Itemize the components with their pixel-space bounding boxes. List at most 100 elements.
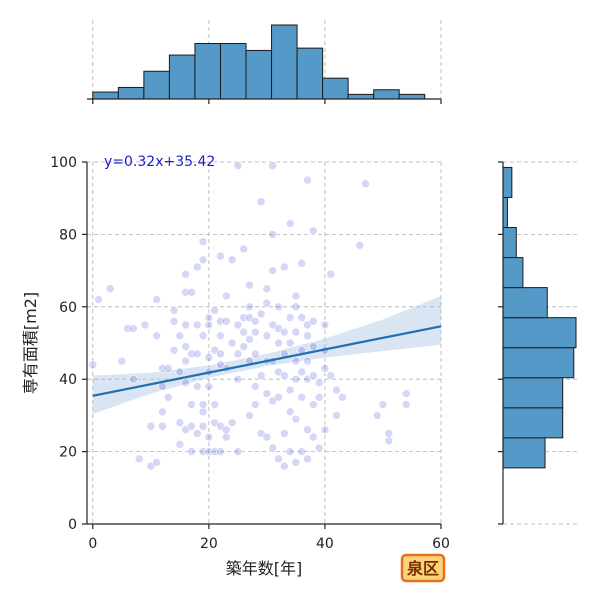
scatter-point [297, 259, 307, 268]
axes-layer: 0 20 40 60 0 20 40 60 80 100 [50, 98, 504, 552]
scatter-point [216, 251, 225, 261]
badge-box [400, 553, 446, 583]
top-hist-bar [398, 93, 426, 100]
scatter-point [204, 382, 214, 391]
scatter-point [280, 262, 289, 272]
y-tick-label: 0 [68, 517, 77, 533]
scatter-point [384, 436, 394, 446]
scatter-point [268, 266, 278, 275]
scatter-point [175, 367, 185, 377]
scatter-point [326, 371, 336, 380]
scatter-point [309, 400, 318, 409]
scatter-point [256, 309, 266, 319]
scatter-point [309, 432, 318, 442]
scatter-point [134, 454, 144, 464]
top-hist-bar [322, 77, 349, 100]
scatter-point [268, 161, 278, 170]
scatter-point [175, 331, 185, 341]
scatter-point [210, 306, 219, 315]
scatter-point [332, 411, 341, 420]
scatter-point [303, 175, 312, 185]
scatter-point [198, 407, 208, 417]
top-hist-bar [117, 86, 145, 100]
scatter-point [187, 447, 196, 456]
scatter-point [262, 298, 272, 308]
scatter-point [192, 382, 202, 391]
scatter-point [216, 447, 225, 456]
top-hist-bar [373, 89, 400, 100]
regression-layer [92, 325, 442, 397]
scatter-point [192, 349, 202, 359]
scatter-point [274, 454, 283, 464]
scatter-point [198, 331, 208, 341]
right-hist-bar [502, 347, 575, 379]
scatter-point [129, 374, 138, 384]
scatter-point [192, 429, 202, 438]
scatter-point [326, 269, 336, 279]
scatter-point [262, 432, 272, 442]
scatter-point [216, 349, 225, 359]
top-hist-bar [219, 43, 247, 100]
scatter-point [314, 443, 324, 453]
scatter-point [204, 320, 214, 330]
scatter-point [320, 425, 330, 435]
scatter-point [309, 342, 318, 351]
scatter-point [250, 349, 260, 359]
scatter-point [268, 230, 278, 239]
scatter-point [239, 327, 248, 337]
scatter-point [320, 320, 330, 330]
top-hist-bar [296, 47, 324, 100]
scatter-point [175, 418, 185, 427]
scatter-point [233, 374, 243, 384]
scatter-point [250, 382, 260, 391]
y-tick-label: 60 [59, 300, 77, 316]
scatter-point [221, 425, 231, 435]
scatter-point [250, 400, 260, 409]
right-hist-bar [502, 317, 577, 349]
scatter-point [355, 240, 365, 250]
scatter-point [233, 320, 243, 330]
x-tick-label: 20 [200, 536, 218, 552]
scatter-point [303, 331, 312, 341]
scatter-point [285, 407, 295, 417]
scatter-point [250, 327, 260, 337]
scatter-point [268, 443, 278, 453]
scatter-point [187, 421, 196, 431]
right-hist-bar [502, 257, 524, 289]
x-tick-label: 0 [88, 536, 97, 552]
top-hist-bar [271, 24, 298, 100]
grid-layer [87, 20, 580, 525]
scatter-point [158, 421, 167, 431]
x-axis-label: 築年数[年] [226, 559, 303, 578]
scatter-point [245, 335, 254, 344]
top-hist-bar [347, 93, 375, 100]
y-tick-label: 20 [59, 445, 77, 461]
scatter-point [158, 382, 167, 391]
y-tick-label: 80 [59, 227, 77, 243]
scatter-point [291, 302, 301, 312]
scatter-point [291, 291, 301, 301]
scatter-point [297, 367, 307, 377]
scatter-point [88, 360, 98, 370]
y-axis-label: 専有面積[m2] [21, 292, 40, 394]
scatter-point [239, 342, 248, 351]
scatter-point [274, 338, 283, 348]
scatter-point [181, 320, 190, 330]
scatter-point [245, 302, 254, 312]
scatter-point [169, 316, 179, 326]
scatter-point [274, 392, 283, 402]
scatter-layer [88, 161, 411, 471]
scatter-point [401, 389, 411, 398]
scatter-point [320, 364, 330, 373]
scatter-point [210, 400, 219, 409]
y-tick-label: 40 [59, 372, 77, 388]
scatter-point [117, 356, 127, 366]
scatter-point [158, 407, 167, 417]
scatter-point [129, 324, 138, 333]
scatter-point [303, 454, 312, 464]
scatter-point [291, 356, 301, 366]
area-badge: 泉区 [400, 553, 446, 583]
badge-label: 泉区 [407, 559, 439, 578]
